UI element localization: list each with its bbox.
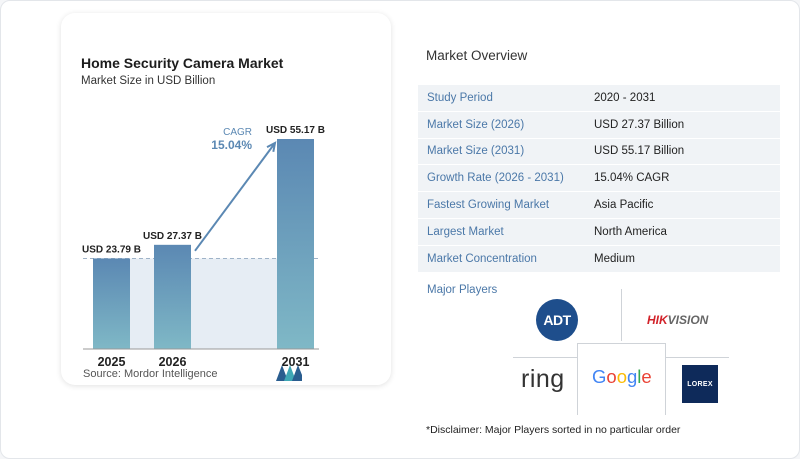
overview-label: Study Period [427, 91, 493, 104]
google-logo-letter: G [592, 366, 607, 387]
google-logo-letter: g [626, 366, 638, 387]
logo-divider [621, 289, 622, 341]
overview-label: Growth Rate (2026 - 2031) [427, 172, 564, 185]
overview-label: Largest Market [427, 225, 504, 238]
lorex-logo: LOREX [682, 365, 718, 403]
overview-label: Market Size (2031) [427, 145, 525, 158]
overview-row: Growth Rate (2026 - 2031) 15.04% CAGR [418, 165, 780, 193]
google-logo: Google [592, 366, 652, 388]
x-tick-label: 2031 [282, 355, 310, 369]
overview-title: Market Overview [426, 48, 528, 63]
google-logo-letter: o [616, 366, 627, 387]
overview-value: 15.04% CAGR [594, 172, 670, 185]
logo-divider [577, 343, 665, 344]
google-logo-letter: o [606, 366, 617, 387]
overview-label: Fastest Growing Market [427, 199, 550, 212]
overview-label: Market Size (2026) [427, 118, 525, 131]
overview-value: USD 55.17 Billion [594, 145, 685, 158]
players-title: Major Players [427, 284, 498, 296]
cagr-label: CAGR [223, 127, 252, 138]
overview-value: North America [594, 225, 667, 238]
google-logo-letter: e [641, 366, 652, 387]
bar [277, 139, 314, 349]
bar-value-label: USD 27.37 B [143, 231, 202, 242]
overview-row: Study Period 2020 - 2031 [418, 85, 780, 112]
overview-row: Largest Market North America [418, 218, 780, 246]
adt-logo: ADT [536, 299, 578, 341]
google-logo-letter: l [637, 366, 642, 387]
logo-divider [665, 343, 666, 415]
overview-row: Market Concentration Medium [418, 245, 780, 273]
overview-table: Study Period 2020 - 2031 Market Size (20… [418, 85, 780, 273]
chart-title: Home Security Camera Market [81, 55, 284, 71]
overview-value: USD 27.37 Billion [594, 118, 685, 131]
cagr-value: 15.04% [211, 138, 252, 152]
overview-value: 2020 - 2031 [594, 91, 656, 104]
overview-value: Asia Pacific [594, 199, 654, 212]
bar-chart: USD 23.79 B 2025 USD 27.37 B 2026 USD 55.17 … [82, 125, 325, 369]
bar-value-label: USD 55.17 B [266, 125, 325, 136]
lorex-logo-text: LOREX [687, 380, 713, 388]
mordor-logo-icon [276, 365, 302, 381]
disclaimer-text: *Disclaimer: Major Players sorted in no … [426, 424, 681, 436]
chart-card: Home Security Camera Market Market Size … [61, 13, 391, 385]
logo-divider [665, 357, 729, 358]
chart-subtitle: Market Size in USD Billion [81, 75, 216, 87]
bar [154, 244, 191, 349]
bar [93, 258, 130, 349]
hikvision-logo-grey: VISION [667, 313, 709, 327]
source-text: Source: Mordor Intelligence [83, 368, 218, 380]
overview-row: Fastest Growing Market Asia Pacific [418, 192, 780, 219]
overview-label: Market Concentration [427, 252, 537, 265]
logo-divider [577, 343, 578, 415]
adt-logo-text: ADT [543, 312, 571, 328]
logo-divider [513, 357, 577, 358]
x-tick-label: 2025 [98, 355, 126, 369]
ring-logo: ring [521, 365, 565, 393]
bar-value-label: USD 23.79 B [82, 244, 141, 255]
x-tick-label: 2026 [159, 355, 187, 369]
overview-row: Market Size (2026) USD 27.37 Billion [418, 111, 780, 139]
overview-value: Medium [594, 252, 635, 265]
hikvision-logo-red: HIK [647, 313, 668, 327]
hikvision-logo: HIKVISION [647, 313, 708, 327]
cagr-arrow-head [266, 141, 277, 153]
cagr-arrow [194, 142, 276, 252]
overview-row: Market Size (2031) USD 55.17 Billion [418, 138, 780, 166]
